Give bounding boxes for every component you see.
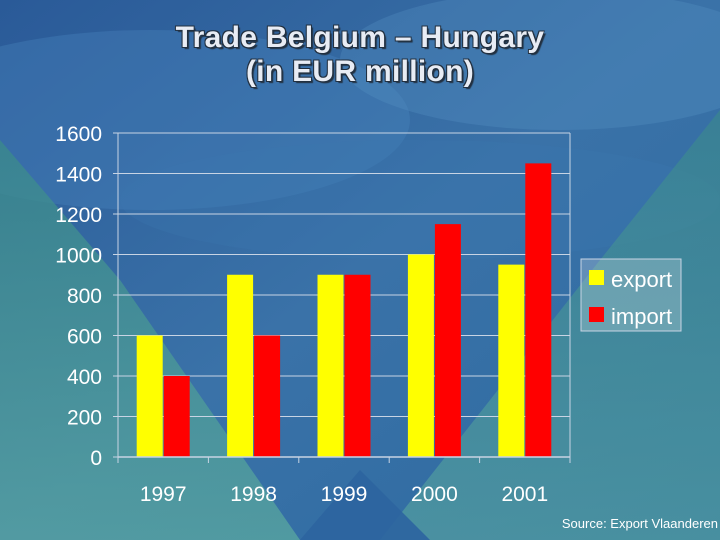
y-tick-label: 1200: [55, 204, 102, 227]
bars: [136, 163, 552, 457]
x-tick-label: 1998: [230, 483, 277, 506]
y-tick-label: 0: [90, 447, 102, 470]
x-axis-ticks: 1997 1998 1999 2000 2001: [117, 456, 571, 506]
legend-label-import: import: [611, 304, 672, 329]
bar-import-2001: [525, 163, 552, 457]
x-tick-label: 1999: [321, 483, 368, 506]
legend-swatch-import: [589, 307, 604, 322]
bar-import-1997: [163, 376, 190, 457]
y-tick-label: 200: [67, 407, 102, 430]
y-tick-label: 1000: [55, 245, 102, 268]
y-tick-label: 1600: [55, 123, 102, 146]
legend-swatch-export: [589, 270, 604, 285]
source-note: Source: Export Vlaanderen: [561, 516, 718, 531]
y-tick-label: 1400: [55, 164, 102, 187]
y-tick-label: 800: [67, 285, 102, 308]
x-tick-label: 2001: [501, 483, 548, 506]
y-tick-label: 600: [67, 326, 102, 349]
legend: export import: [580, 258, 682, 332]
bar-export-1999: [317, 274, 344, 457]
bar-export-2000: [407, 254, 434, 457]
y-tick-label: 400: [67, 366, 102, 389]
legend-label-export: export: [611, 267, 672, 292]
bar-export-2001: [498, 264, 525, 457]
x-tick-label: 1997: [140, 483, 187, 506]
bar-import-2000: [434, 224, 461, 457]
y-axis-ticks: 0 200 400 600 800 1000 1200 1400 1600: [55, 123, 102, 470]
bar-export-1998: [227, 274, 254, 457]
x-tick-label: 2000: [411, 483, 458, 506]
slide-subtitle: (in EUR million): [245, 55, 475, 88]
bar-import-1999: [344, 274, 371, 457]
bar-export-1997: [136, 335, 163, 457]
slide-title: Trade Belgium – Hungary: [175, 21, 545, 54]
bar-import-1998: [254, 335, 281, 457]
